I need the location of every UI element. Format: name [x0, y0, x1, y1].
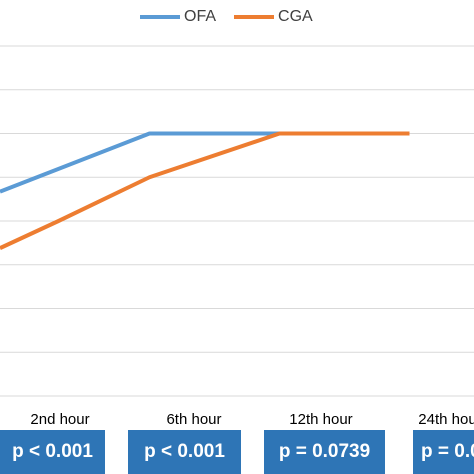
legend-label-cga: CGA	[278, 8, 313, 25]
legend-swatch-cga	[234, 15, 275, 19]
x-tick-label: 12th hour	[289, 411, 353, 428]
p-value-box: p = 0.074	[413, 430, 474, 474]
x-tick-label: 2nd hour	[30, 411, 90, 428]
series-line-ofa	[0, 131, 410, 194]
legend-label-ofa: OFA	[184, 8, 217, 25]
legend-item-cga: CGA	[234, 8, 313, 26]
series-line-cga	[0, 131, 410, 250]
legend: OFA CGA	[140, 8, 331, 26]
x-tick-label: 24th hour	[418, 411, 474, 428]
line-chart	[0, 45, 474, 397]
legend-swatch-ofa	[140, 15, 180, 19]
p-value-box: p < 0.001	[128, 430, 241, 474]
p-value-box: p < 0.001	[0, 430, 105, 474]
x-tick-label: 6th hour	[166, 411, 222, 428]
legend-item-ofa: OFA	[140, 8, 216, 26]
p-value-box: p = 0.0739	[264, 430, 385, 474]
